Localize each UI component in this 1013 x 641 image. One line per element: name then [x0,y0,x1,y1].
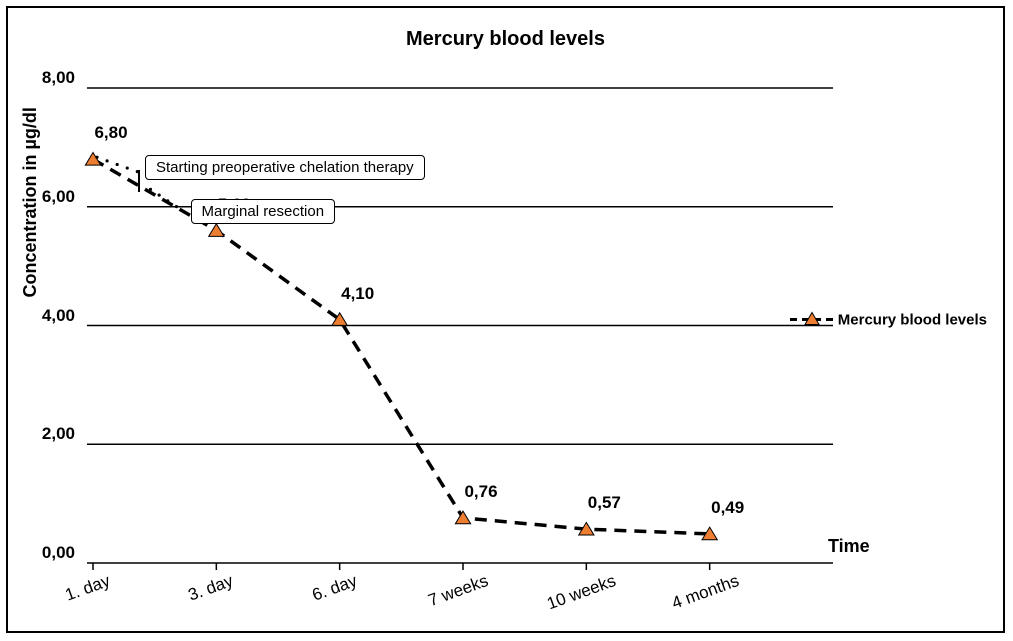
legend-label: Mercury blood levels [838,311,987,328]
chart-title: Mercury blood levels [8,28,1003,51]
x-tick-label: 3. day [186,571,236,606]
chart-frame: Mercury blood levels Concentration in µg… [6,6,1005,633]
x-tick-label: 6. day [309,571,359,606]
y-tick-label: 2,00 [42,424,75,444]
x-tick-label: 7 weeks [426,571,491,611]
marginal-resection-marker [138,170,140,192]
y-tick-label: 8,00 [42,68,75,88]
y-tick-label: 4,00 [42,306,75,326]
x-tick-label: 1. day [63,571,113,606]
y-axis-label: Concentration in µg/dl [20,107,41,297]
y-tick-label: 0,00 [42,543,75,563]
callout-resection: Marginal resection [191,199,336,224]
x-tick-label: 4 months [669,571,742,614]
x-axis-label: Time [828,536,870,557]
x-tick-label: 10 weeks [545,571,619,614]
y-tick-label: 6,00 [42,187,75,207]
legend: Mercury blood levels [790,311,987,328]
callout-chelation: Starting preoperative chelation therapy [145,155,425,180]
plot-area: 0,002,004,006,008,001. day3. day6. day7 … [83,78,823,553]
